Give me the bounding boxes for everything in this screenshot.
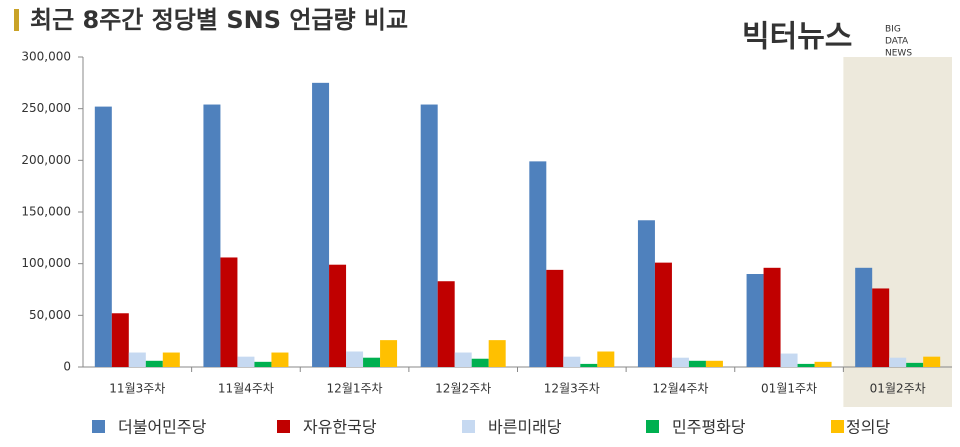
bar <box>529 161 547 367</box>
bar <box>254 361 272 367</box>
x-tick-label: 12월2주차 <box>435 382 491 396</box>
bar <box>814 361 832 367</box>
legend-label: 더불어민주당 <box>118 418 207 437</box>
chart-title: 최근 8주간 정당별 SNS 언급량 비교 <box>30 6 408 34</box>
legend-label: 바른미래당 <box>488 418 562 437</box>
x-tick-label: 01월1주차 <box>761 382 817 396</box>
y-tick-label: 0 <box>63 360 71 374</box>
y-tick-label: 200,000 <box>21 153 71 167</box>
legend-swatch <box>277 420 290 433</box>
bar <box>203 104 221 368</box>
bar <box>797 363 815 367</box>
bar <box>780 353 798 367</box>
bar <box>654 262 672 367</box>
bar <box>597 351 615 367</box>
watermark: DATA <box>885 37 909 47</box>
bar <box>705 360 723 367</box>
bar <box>145 360 163 367</box>
legend-swatch <box>646 420 659 433</box>
bar <box>312 82 330 367</box>
bar <box>906 362 924 367</box>
bar <box>546 269 564 367</box>
x-tick-label: 12월4주차 <box>652 382 708 396</box>
bar <box>346 351 364 367</box>
bar <box>855 267 873 367</box>
watermark: NEWS <box>885 49 912 59</box>
bar <box>671 357 689 367</box>
y-tick-label: 50,000 <box>29 308 71 322</box>
x-tick-label: 11월4주차 <box>218 382 274 396</box>
x-tick-label: 01월2주차 <box>870 382 926 396</box>
bar <box>471 358 489 367</box>
bar <box>688 360 706 367</box>
bar <box>329 264 347 367</box>
x-tick-label: 12월1주차 <box>327 382 383 396</box>
y-tick-label: 100,000 <box>21 256 71 270</box>
bar <box>563 356 581 367</box>
legend-label: 민주평화당 <box>672 418 746 437</box>
x-tick-label: 12월3주차 <box>544 382 600 396</box>
bar <box>420 104 438 368</box>
watermark: BIG <box>885 25 901 35</box>
y-tick-label: 250,000 <box>21 101 71 115</box>
bar <box>454 352 472 367</box>
bar <box>111 313 129 367</box>
bar <box>580 363 598 367</box>
bar <box>162 352 180 367</box>
bar <box>94 106 112 367</box>
legend-label: 정의당 <box>846 418 890 437</box>
bar <box>889 357 907 367</box>
watermark: 빅터뉴스 <box>742 20 852 55</box>
x-tick-label: 11월3주차 <box>109 382 165 396</box>
y-tick-label: 300,000 <box>21 50 71 64</box>
legend-swatch <box>462 420 475 433</box>
title-icon <box>14 9 19 31</box>
bar <box>763 267 781 367</box>
legend-swatch <box>831 420 844 433</box>
bar <box>637 220 655 367</box>
bar <box>237 356 255 367</box>
y-tick-label: 150,000 <box>21 205 71 219</box>
bar <box>437 281 455 367</box>
bar <box>488 340 506 367</box>
bar <box>872 288 890 367</box>
bar <box>128 352 146 367</box>
bar <box>923 356 941 367</box>
legend-label: 자유한국당 <box>303 418 377 437</box>
legend-swatch <box>92 420 105 433</box>
bar <box>363 357 381 367</box>
bar <box>220 257 238 367</box>
bar <box>746 274 764 367</box>
bar <box>380 340 398 367</box>
bar <box>271 352 289 367</box>
